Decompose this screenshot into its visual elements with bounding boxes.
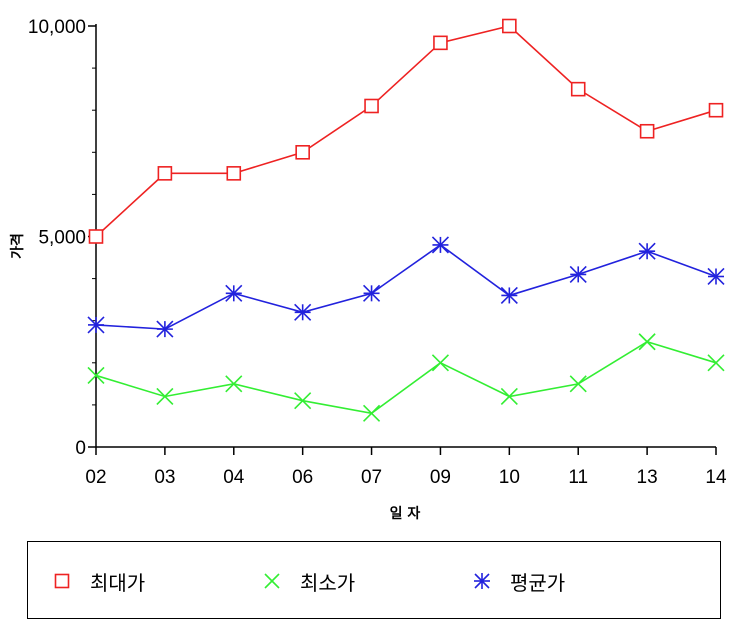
legend-marker-square bbox=[54, 573, 70, 589]
data-point-x bbox=[638, 333, 656, 351]
data-point-square bbox=[226, 166, 242, 181]
legend-label-max: 최대가 bbox=[90, 570, 146, 595]
x-tick-label: 13 bbox=[637, 467, 658, 488]
marker-layer bbox=[87, 18, 725, 422]
data-point-square bbox=[433, 35, 448, 51]
chart-axes: 0 5,000 10,000 02 03 04 06 07 09 10 11 13 14 bbox=[28, 17, 727, 488]
data-point-x bbox=[294, 392, 312, 410]
data-point-x bbox=[431, 354, 450, 372]
data-point-star bbox=[500, 286, 518, 305]
data-point-star bbox=[707, 267, 725, 286]
data-point-x bbox=[707, 354, 725, 372]
legend-item-max: 최대가 bbox=[54, 568, 146, 595]
data-point-x bbox=[225, 375, 243, 393]
data-point-square bbox=[502, 18, 517, 34]
legend-marker-x bbox=[264, 573, 280, 589]
y-axis-title: 가격 bbox=[9, 233, 26, 259]
legend-label-avg: 평균가 bbox=[510, 570, 566, 595]
legend-label-min: 최소가 bbox=[300, 570, 356, 595]
y-tick-label: 10,000 bbox=[28, 17, 86, 38]
x-tick-label: 07 bbox=[361, 467, 382, 488]
legend: 최대가 최소가 평균가 bbox=[27, 541, 721, 619]
data-point-star bbox=[87, 316, 105, 334]
data-point-square bbox=[570, 81, 586, 97]
x-tick-label: 14 bbox=[705, 467, 727, 488]
data-point-x bbox=[156, 387, 174, 406]
x-tick-label: 11 bbox=[568, 467, 588, 488]
series-line-2 bbox=[95, 243, 717, 330]
data-point-star bbox=[362, 284, 381, 302]
x-tick-label: 09 bbox=[430, 467, 451, 488]
data-point-x bbox=[500, 387, 518, 406]
data-point-square bbox=[157, 166, 173, 181]
legend-marker-star bbox=[474, 573, 490, 589]
data-point-square bbox=[639, 123, 655, 139]
x-tick-label: 04 bbox=[223, 467, 245, 488]
data-point-square bbox=[88, 229, 104, 244]
x-tick-label: 06 bbox=[292, 467, 313, 488]
line-chart: 0 5,000 10,000 02 03 04 06 07 09 10 11 13 14 가격 일 자 bbox=[9, 17, 727, 522]
data-point-star bbox=[225, 284, 243, 302]
data-point-star bbox=[569, 265, 587, 283]
data-point-square bbox=[364, 98, 379, 114]
data-point-square bbox=[295, 145, 310, 160]
x-axis-title: 일 자 bbox=[390, 506, 421, 522]
y-tick-label: 5,000 bbox=[38, 228, 86, 249]
series-line-1 bbox=[95, 340, 717, 415]
series-layer bbox=[95, 25, 717, 415]
data-point-x bbox=[362, 404, 381, 422]
x-tick-label: 10 bbox=[499, 467, 520, 488]
y-tick-label: 0 bbox=[75, 438, 86, 459]
data-point-star bbox=[294, 303, 312, 321]
data-point-star bbox=[431, 236, 450, 254]
data-point-square bbox=[708, 102, 724, 118]
x-tick-label: 03 bbox=[154, 467, 175, 488]
series-line-0 bbox=[95, 25, 717, 238]
data-point-star bbox=[156, 320, 174, 338]
legend-item-min: 최소가 bbox=[264, 568, 356, 595]
legend-item-avg: 평균가 bbox=[474, 568, 566, 595]
data-point-star bbox=[638, 242, 656, 260]
x-tick-label: 02 bbox=[85, 467, 106, 488]
data-point-x bbox=[87, 366, 105, 384]
data-point-x bbox=[569, 375, 587, 393]
